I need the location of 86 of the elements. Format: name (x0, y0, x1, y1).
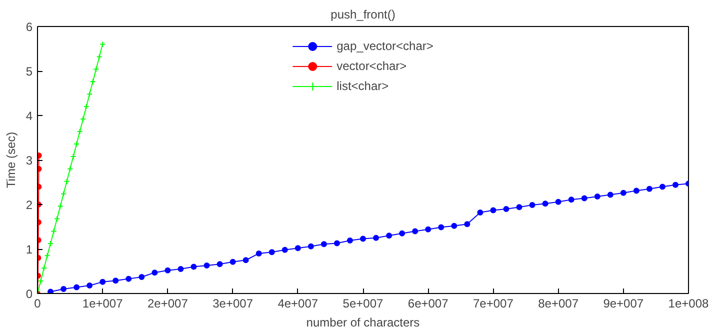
y-tick-label: 6 (26, 20, 33, 34)
point (64, 178, 70, 184)
point (373, 234, 380, 241)
point (86, 91, 93, 98)
y-tick-label: 3 (26, 154, 33, 168)
x-tick-label: 2e+007 (148, 296, 188, 310)
point (242, 257, 249, 264)
x-tick-label: 6e+007 (408, 296, 449, 310)
point (633, 188, 640, 194)
point (294, 245, 301, 252)
point (67, 166, 74, 172)
point (464, 221, 470, 228)
point (60, 190, 67, 197)
point (230, 258, 236, 265)
legend-label: vector<char> (336, 59, 407, 73)
point (86, 282, 93, 288)
point (164, 267, 171, 274)
point (477, 210, 484, 216)
point (190, 264, 197, 270)
point (48, 288, 54, 294)
point (50, 228, 57, 234)
y-axis-title: Time (sec) (4, 132, 18, 188)
point (438, 224, 444, 230)
chart-title: push_front() (330, 8, 396, 22)
y-tick-label: 0 (26, 287, 33, 301)
point (126, 276, 132, 282)
x-tick-label: 7e+007 (473, 296, 514, 310)
x-tick-label: 3e+007 (212, 296, 254, 310)
point (90, 78, 96, 85)
point (451, 222, 458, 229)
point (54, 216, 60, 222)
point (412, 228, 418, 234)
point (568, 196, 574, 203)
x-tick-label: 9e+007 (603, 296, 644, 310)
x-tick-label: 1e+007 (82, 296, 124, 310)
point (503, 206, 510, 212)
point (386, 232, 392, 239)
point (282, 246, 288, 253)
legend-label: gap_vector<char> (336, 39, 434, 53)
point (646, 186, 652, 192)
point (216, 261, 223, 268)
x-tick-label: 0 (34, 296, 42, 310)
y-tick-label: 1 (26, 242, 33, 256)
point (178, 266, 184, 272)
x-axis-title: number of characters (306, 316, 420, 330)
point (152, 270, 158, 276)
point (96, 54, 102, 60)
y-tick-label: 4 (26, 109, 33, 123)
point (100, 278, 106, 285)
point (594, 193, 600, 200)
point (607, 192, 614, 198)
point (425, 226, 432, 232)
y-tick-label: 2 (26, 198, 33, 212)
x-tick-label: 1e+008 (668, 296, 710, 310)
point (320, 241, 327, 248)
point (659, 184, 666, 190)
point (360, 236, 366, 242)
legend-label: list<char> (336, 79, 389, 93)
point (44, 252, 50, 259)
point (620, 190, 626, 196)
y-tick-label: 5 (26, 64, 33, 78)
point (399, 230, 406, 236)
point (672, 182, 678, 188)
point (204, 262, 210, 268)
point (93, 66, 100, 72)
point (60, 286, 67, 292)
point (581, 195, 588, 202)
point (516, 204, 522, 210)
point (334, 240, 340, 246)
point (48, 240, 54, 247)
point (346, 238, 353, 244)
point (83, 104, 90, 110)
point (308, 243, 314, 250)
x-tick-label: 4e+007 (278, 296, 318, 310)
x-tick-label: 5e+007 (342, 296, 384, 310)
point (268, 249, 275, 256)
point (256, 250, 262, 256)
point (542, 200, 548, 207)
point (138, 274, 145, 280)
point (490, 207, 496, 214)
x-tick-label: 8e+007 (538, 296, 579, 310)
point (555, 198, 562, 205)
point (57, 203, 64, 210)
point (74, 284, 80, 290)
point (529, 202, 536, 208)
point (112, 278, 119, 284)
